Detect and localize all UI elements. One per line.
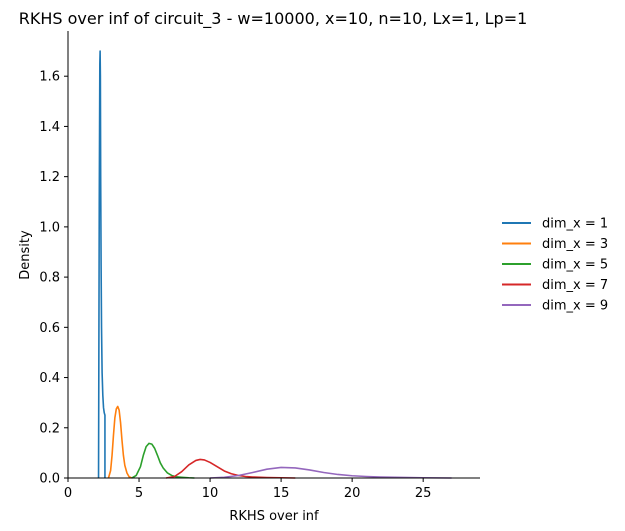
y-tick-label: 1.0	[39, 220, 60, 235]
series-line-1	[97, 50, 106, 479]
legend-label-2: dim_x = 3	[542, 237, 608, 252]
x-tick-label: 10	[202, 486, 219, 501]
y-tick-label: 0.2	[39, 421, 60, 436]
x-tick-label: 20	[344, 486, 361, 501]
legend: dim_x = 1 dim_x = 3 dim_x = 5 dim_x = 7 dim_…	[502, 217, 608, 314]
x-tick-label: 15	[273, 486, 290, 501]
y-tick-label: 1.4	[39, 120, 60, 135]
y-tick-label: 1.2	[39, 170, 60, 185]
y-ticks: 0.0 0.2 0.4 0.6 0.8 1.0 1.2 1.4 1.6	[39, 70, 68, 487]
series-line-2	[107, 405, 133, 479]
y-axis-label: Density	[18, 230, 33, 280]
y-tick-label: 1.6	[39, 70, 60, 85]
x-axis-label: RKHS over inf	[229, 509, 319, 524]
x-tick-label: 0	[64, 486, 72, 501]
series-layer	[97, 50, 452, 479]
y-tick-label: 0.6	[39, 321, 60, 336]
y-tick-label: 0.0	[39, 472, 60, 487]
x-ticks: 0 5 10 15 20 25	[64, 478, 432, 501]
series-line-3	[131, 442, 195, 479]
x-tick-label: 5	[135, 486, 143, 501]
x-tick-label: 25	[415, 486, 432, 501]
legend-label-5: dim_x = 9	[542, 299, 608, 314]
series-line-4	[165, 458, 296, 479]
legend-label-3: dim_x = 5	[542, 258, 608, 273]
legend-label-1: dim_x = 1	[542, 217, 608, 232]
chart-title: RKHS over inf of circuit_3 - w=10000, x=…	[19, 9, 528, 29]
legend-label-4: dim_x = 7	[542, 278, 608, 293]
y-tick-label: 0.4	[39, 371, 60, 386]
y-tick-label: 0.8	[39, 271, 60, 286]
